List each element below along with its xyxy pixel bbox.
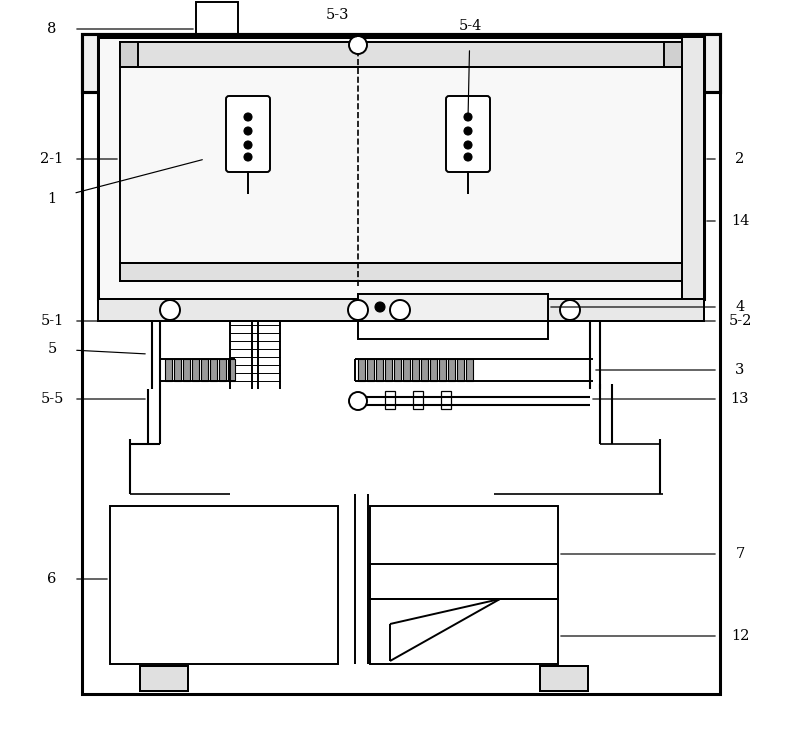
Bar — [119, 42, 138, 67]
Bar — [228, 359, 235, 381]
FancyBboxPatch shape — [445, 96, 489, 172]
Bar — [358, 294, 547, 339]
Bar — [82, 34, 719, 92]
Text: 2: 2 — [735, 152, 743, 166]
Text: 14: 14 — [730, 214, 748, 228]
Bar — [174, 359, 180, 381]
Circle shape — [244, 113, 252, 121]
Circle shape — [349, 36, 367, 54]
Circle shape — [244, 153, 252, 161]
Bar — [119, 263, 681, 281]
Bar — [98, 37, 703, 299]
Circle shape — [559, 300, 579, 320]
Circle shape — [464, 141, 472, 149]
Text: 12: 12 — [730, 629, 748, 643]
Bar — [539, 666, 587, 691]
Bar — [210, 359, 217, 381]
Text: 5-3: 5-3 — [326, 8, 350, 22]
Bar — [358, 359, 365, 381]
Circle shape — [390, 300, 410, 320]
Bar — [183, 359, 190, 381]
Text: 8: 8 — [47, 22, 57, 36]
Text: 1: 1 — [47, 192, 56, 206]
Text: 5-4: 5-4 — [458, 19, 481, 33]
Bar — [119, 42, 681, 67]
Text: 5-5: 5-5 — [40, 392, 63, 406]
Circle shape — [349, 392, 367, 410]
Circle shape — [464, 153, 472, 161]
Bar — [375, 359, 383, 381]
Bar — [200, 359, 208, 381]
Bar — [394, 359, 400, 381]
Bar — [440, 391, 451, 409]
Text: 4: 4 — [735, 300, 743, 314]
Bar — [420, 359, 427, 381]
Bar — [100, 39, 701, 297]
Bar — [539, 666, 587, 691]
Bar — [429, 359, 436, 381]
Circle shape — [464, 113, 472, 121]
Bar — [456, 359, 464, 381]
Bar — [192, 359, 199, 381]
Bar — [403, 359, 410, 381]
Bar — [370, 506, 557, 599]
Bar — [681, 37, 703, 299]
Bar — [119, 67, 681, 281]
Bar — [119, 42, 681, 67]
Bar — [140, 666, 188, 691]
Text: 5-2: 5-2 — [727, 314, 751, 328]
Bar — [384, 391, 395, 409]
Bar — [465, 359, 472, 381]
Bar — [196, 2, 237, 34]
Bar — [98, 299, 703, 321]
Bar — [412, 391, 423, 409]
Bar — [164, 359, 172, 381]
Circle shape — [347, 300, 367, 320]
Text: 5-1: 5-1 — [40, 314, 63, 328]
Bar — [439, 359, 445, 381]
Circle shape — [375, 302, 384, 312]
Text: 6: 6 — [47, 572, 57, 586]
Bar — [384, 359, 391, 381]
Circle shape — [244, 127, 252, 135]
Bar — [370, 564, 557, 664]
Bar — [367, 359, 374, 381]
Text: 13: 13 — [730, 392, 748, 406]
Bar — [119, 263, 681, 281]
Circle shape — [464, 127, 472, 135]
Bar — [663, 42, 681, 67]
Bar — [82, 34, 719, 694]
FancyBboxPatch shape — [225, 96, 269, 172]
Bar — [140, 666, 188, 691]
Text: 7: 7 — [735, 547, 743, 561]
Bar — [358, 294, 547, 321]
Bar — [681, 37, 703, 299]
Text: 3: 3 — [735, 363, 743, 377]
Text: 5: 5 — [47, 342, 57, 356]
Text: 2-1: 2-1 — [40, 152, 63, 166]
Bar — [448, 359, 455, 381]
Circle shape — [244, 141, 252, 149]
Bar — [411, 359, 419, 381]
Circle shape — [160, 300, 180, 320]
Bar — [110, 506, 338, 664]
Bar — [219, 359, 225, 381]
Bar — [82, 34, 719, 92]
Bar — [98, 299, 703, 321]
